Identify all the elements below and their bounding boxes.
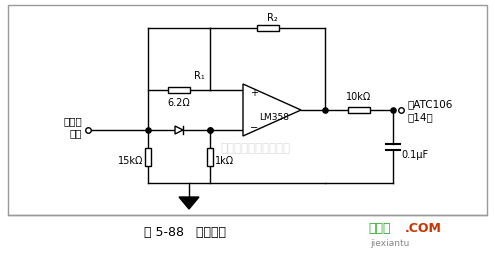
Text: 0.1μF: 0.1μF	[401, 149, 428, 160]
Text: 杭州将睿科技有限公司: 杭州将睿科技有限公司	[220, 141, 290, 155]
Text: 接线图: 接线图	[368, 221, 391, 234]
Text: 接ATC106: 接ATC106	[407, 99, 452, 109]
Text: 6.2Ω: 6.2Ω	[168, 98, 191, 108]
Text: 的14脚: 的14脚	[407, 112, 433, 122]
Bar	[207, 147, 213, 166]
Text: R₂: R₂	[267, 13, 278, 23]
Bar	[168, 87, 190, 93]
Text: +: +	[250, 88, 258, 98]
Text: 1kΩ: 1kΩ	[215, 156, 234, 167]
Text: LM358: LM358	[259, 113, 289, 123]
Bar	[8, 5, 487, 215]
Text: 接电池: 接电池	[63, 116, 82, 126]
Text: −: −	[250, 123, 258, 133]
Polygon shape	[243, 84, 301, 136]
Bar	[145, 147, 151, 166]
Text: .COM: .COM	[405, 221, 442, 234]
Text: R₁: R₁	[194, 71, 205, 81]
Text: 15kΩ: 15kΩ	[118, 156, 143, 167]
Bar	[256, 25, 279, 31]
Text: 正端: 正端	[69, 128, 82, 138]
Text: 图 5-88   放大电路: 图 5-88 放大电路	[144, 226, 226, 239]
Polygon shape	[175, 126, 183, 134]
Polygon shape	[179, 197, 199, 209]
Text: 10kΩ: 10kΩ	[346, 92, 372, 102]
Bar	[348, 107, 370, 113]
Text: jiexiantu: jiexiantu	[370, 239, 409, 248]
